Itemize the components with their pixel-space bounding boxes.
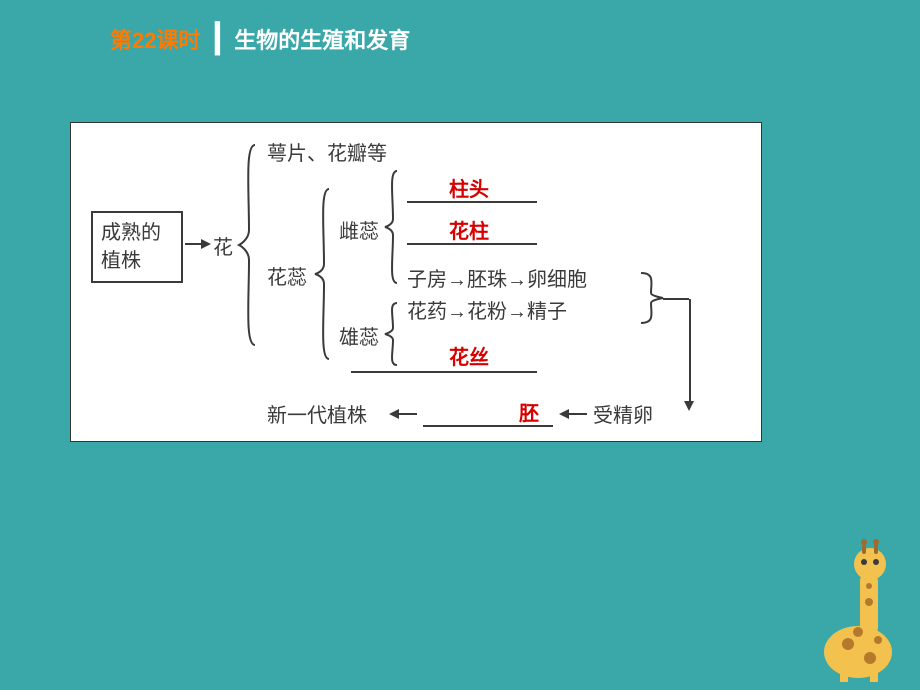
root-box-text: 成熟的 植株 [101,222,161,272]
lesson-header: 第22课时 ┃ 生物的生殖和发育 [110,22,410,55]
label-xiongrui: 雄蕊 [339,321,379,350]
lesson-title: 生物的生殖和发育 [234,28,410,53]
flower-structure-diagram: 成熟的 植株 花 萼片、花瓣等 花蕊 雌蕊 柱头 花柱 子房→胚珠→卵细胞 雄蕊… [70,122,762,442]
answer-huasi: 花丝 [449,341,489,370]
label-huarui: 花蕊 [267,261,307,290]
label-new-plant: 新一代植株 [267,399,367,428]
header-separator: ┃ [205,23,230,54]
answer-zhutou: 柱头 [449,173,489,202]
connector-to-fertilized-egg [641,283,731,413]
giraffe-icon [788,532,908,682]
arrow-to-pei [561,413,587,415]
label-sepals-petals: 萼片、花瓣等 [267,137,387,166]
lesson-number: 第22课时 [110,28,200,53]
answer-huazhu: 花柱 [449,215,489,244]
label-fertilized-egg: 受精卵 [593,399,653,428]
label-flower: 花 [213,231,233,260]
blank-huasi [351,371,537,373]
label-cirui: 雌蕊 [339,215,379,244]
label-ovary-chain: 子房→胚珠→卵细胞 [407,263,587,292]
brace-flower [239,145,259,345]
root-box-mature-plant: 成熟的 植株 [91,211,183,283]
answer-pei: 胚 [519,397,539,426]
brace-xiongrui [385,303,401,365]
brace-cirui [385,171,401,283]
label-anther-chain: 花药→花粉→精子 [407,295,567,324]
arrow-to-new-plant [391,413,417,415]
arrow-root-to-flower [185,243,209,245]
brace-huarui [315,189,333,359]
